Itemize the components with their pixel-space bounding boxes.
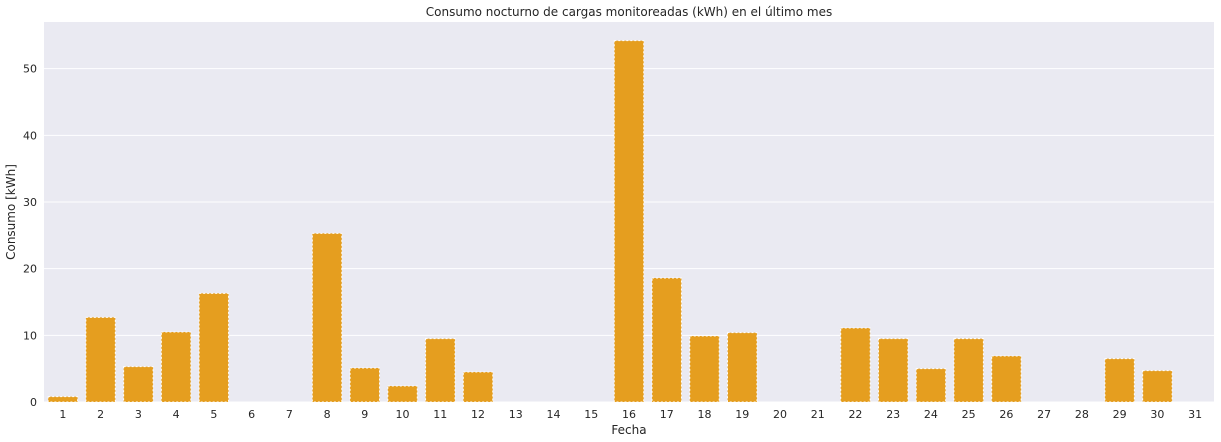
x-tick-label: 29 bbox=[1113, 408, 1127, 421]
x-tick-label: 8 bbox=[324, 408, 331, 421]
bar-23 bbox=[877, 338, 909, 403]
bar-18 bbox=[689, 335, 720, 403]
x-tick-label: 21 bbox=[811, 408, 825, 421]
x-tick-label: 24 bbox=[924, 408, 938, 421]
bar-5 bbox=[198, 292, 230, 403]
x-tick-label: 27 bbox=[1037, 408, 1051, 421]
chart-title: Consumo nocturno de cargas monitoreadas … bbox=[426, 5, 832, 19]
x-tick-label: 2 bbox=[97, 408, 104, 421]
bar-11 bbox=[425, 338, 456, 403]
y-tick-labels: 0 10 20 30 40 50 bbox=[23, 63, 37, 409]
x-axis-title: Fecha bbox=[611, 423, 646, 437]
bar-12 bbox=[462, 371, 494, 403]
x-tick-label: 6 bbox=[248, 408, 255, 421]
bar-2 bbox=[85, 316, 116, 403]
x-tick-label: 13 bbox=[509, 408, 523, 421]
x-tick-label: 23 bbox=[886, 408, 900, 421]
y-tick-label: 40 bbox=[23, 129, 37, 142]
x-tick-label: 20 bbox=[773, 408, 787, 421]
bar-25 bbox=[953, 338, 984, 403]
x-tick-label: 30 bbox=[1150, 408, 1164, 421]
x-tick-label: 1 bbox=[59, 408, 66, 421]
bar-16 bbox=[613, 40, 645, 403]
y-tick-label: 30 bbox=[23, 196, 37, 209]
y-tick-label: 20 bbox=[23, 263, 37, 276]
x-tick-label: 10 bbox=[396, 408, 410, 421]
bar-3 bbox=[123, 366, 154, 403]
x-tick-label: 7 bbox=[286, 408, 293, 421]
bar-8 bbox=[311, 232, 343, 403]
y-axis-title: Consumo [kWh] bbox=[4, 164, 18, 260]
bar-22 bbox=[840, 327, 871, 403]
x-tick-label: 5 bbox=[210, 408, 217, 421]
x-tick-label: 14 bbox=[547, 408, 561, 421]
bar-30 bbox=[1142, 370, 1173, 403]
x-tick-label: 18 bbox=[697, 408, 711, 421]
x-tick-label: 16 bbox=[622, 408, 636, 421]
bar-10 bbox=[387, 385, 418, 403]
bar-9 bbox=[349, 367, 381, 403]
y-tick-label: 0 bbox=[30, 396, 37, 409]
x-tick-label: 15 bbox=[584, 408, 598, 421]
bar-19 bbox=[727, 332, 758, 403]
bar-26 bbox=[991, 355, 1022, 403]
x-tick-label: 11 bbox=[433, 408, 447, 421]
x-tick-label: 25 bbox=[962, 408, 976, 421]
x-tick-label: 22 bbox=[848, 408, 862, 421]
x-tick-labels: 1 2 3 4 5 6 7 8 9 10 11 12 13 14 15 16 17 18 19 20 21 22 23 24 2… bbox=[59, 408, 1202, 421]
bar-17 bbox=[651, 277, 682, 403]
bar-1 bbox=[47, 396, 79, 403]
bars bbox=[47, 40, 1173, 403]
bar-4 bbox=[160, 331, 192, 403]
x-tick-label: 28 bbox=[1075, 408, 1089, 421]
bar-29 bbox=[1104, 358, 1135, 403]
x-tick-label: 3 bbox=[135, 408, 142, 421]
x-tick-label: 17 bbox=[660, 408, 674, 421]
x-tick-label: 19 bbox=[735, 408, 749, 421]
x-tick-label: 12 bbox=[471, 408, 485, 421]
x-tick-label: 26 bbox=[999, 408, 1013, 421]
y-tick-label: 10 bbox=[23, 329, 37, 342]
bar-24 bbox=[915, 368, 947, 403]
x-tick-label: 9 bbox=[361, 408, 368, 421]
x-tick-label: 31 bbox=[1188, 408, 1202, 421]
y-tick-label: 50 bbox=[23, 63, 37, 76]
x-tick-label: 4 bbox=[173, 408, 180, 421]
